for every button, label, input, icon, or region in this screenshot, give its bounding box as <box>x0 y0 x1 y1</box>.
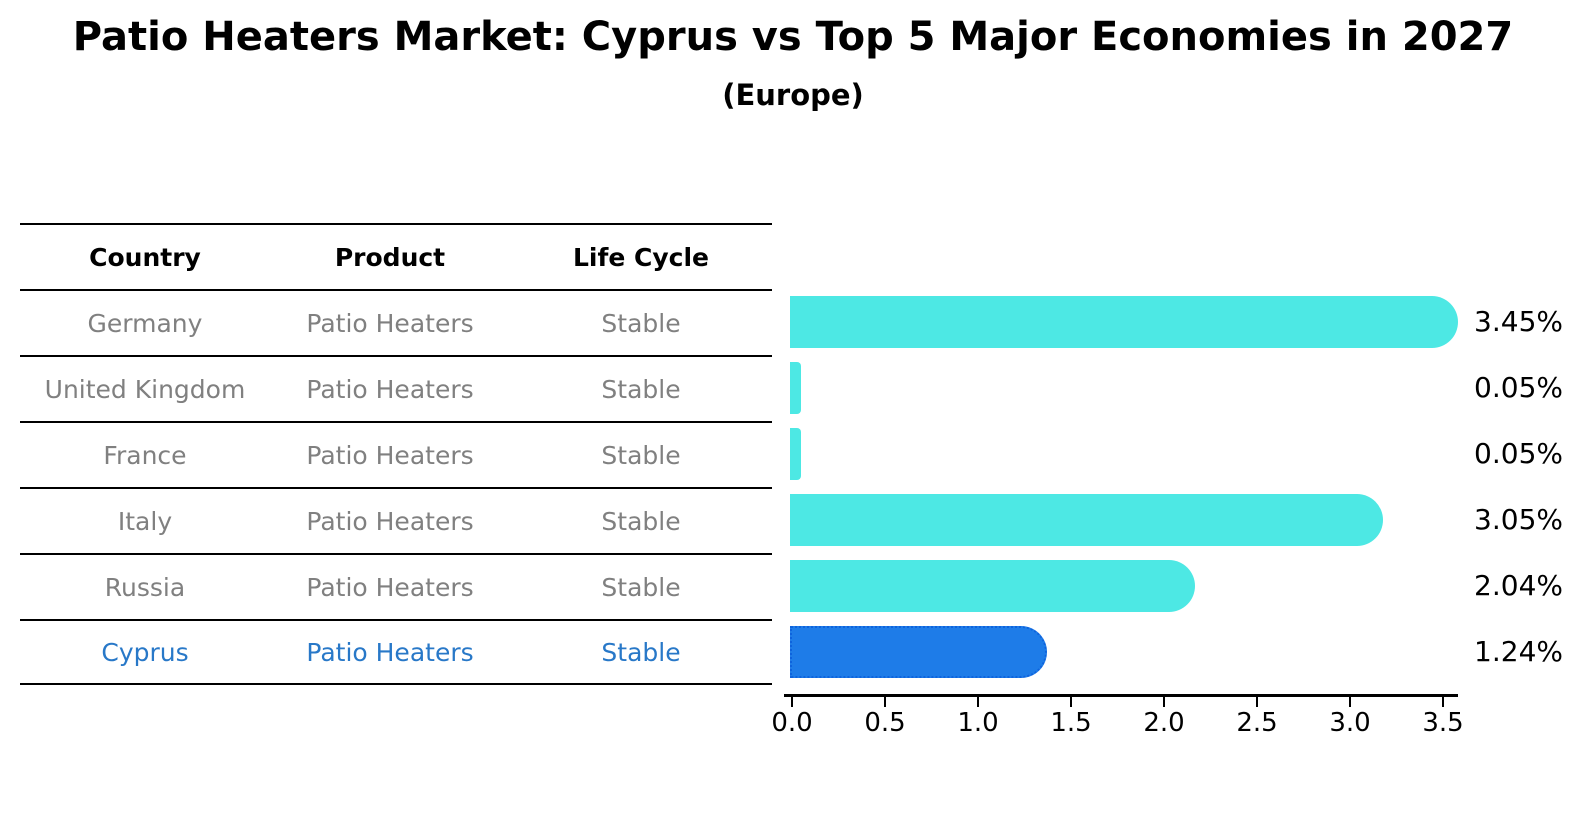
x-tick-label: 0.5 <box>864 708 906 738</box>
table-row-france: France Patio Heaters Stable <box>20 421 772 487</box>
x-tick-label: 2.5 <box>1236 708 1278 738</box>
chart-subtitle: (Europe) <box>722 78 864 112</box>
x-tick <box>1070 697 1072 707</box>
table-row-cyprus: Cyprus Patio Heaters Stable <box>20 619 772 685</box>
table-cell: Patio Heaters <box>306 440 474 470</box>
table-cell: Stable <box>601 440 681 470</box>
table-cell: Russia <box>104 572 186 602</box>
table-row-united-kingdom: United Kingdom Patio Heaters Stable <box>20 355 772 421</box>
table-row-italy: Italy Patio Heaters Stable <box>20 487 772 553</box>
x-axis-line <box>784 694 1458 697</box>
chart-title: Patio Heaters Market: Cyprus vs Top 5 Ma… <box>72 14 1514 60</box>
x-tick <box>1349 697 1351 707</box>
bar-united-kingdom <box>790 362 801 414</box>
table-cell: Patio Heaters <box>306 308 474 338</box>
x-tick-label: 1.5 <box>1050 708 1092 738</box>
table-cell: Stable <box>601 637 681 667</box>
value-label-russia: 2.04% <box>1474 569 1563 602</box>
x-tick <box>884 697 886 707</box>
x-tick-label: 3.0 <box>1329 708 1371 738</box>
value-label-france: 0.05% <box>1474 437 1563 470</box>
table-cell: Cyprus <box>101 637 189 667</box>
column-header-life-cycle: Life Cycle <box>572 242 710 272</box>
table-cell: Stable <box>601 374 681 404</box>
table-cell: Stable <box>601 572 681 602</box>
x-tick <box>791 697 793 707</box>
table-row-russia: Russia Patio Heaters Stable <box>20 553 772 619</box>
table-cell: Stable <box>601 308 681 338</box>
bar-italy <box>790 494 1383 546</box>
value-label-italy: 3.05% <box>1474 503 1563 536</box>
column-header-country: Country <box>89 242 201 272</box>
table-cell: Germany <box>87 308 203 338</box>
column-header-product: Product <box>334 242 446 272</box>
x-tick-label: 2.0 <box>1143 708 1185 738</box>
table-row-germany: Germany Patio Heaters Stable <box>20 289 772 355</box>
table-cell: Patio Heaters <box>306 506 474 536</box>
table-cell: Italy <box>117 506 173 536</box>
x-tick <box>1442 697 1444 707</box>
bar-germany <box>790 296 1458 348</box>
bar-france <box>790 428 801 480</box>
x-tick <box>1256 697 1258 707</box>
table-header-row: Country Product Life Cycle <box>20 223 772 289</box>
value-label-germany: 3.45% <box>1474 305 1563 338</box>
table-cell: Patio Heaters <box>306 374 474 404</box>
bar-russia <box>790 560 1195 612</box>
x-tick-label: 0.0 <box>771 708 813 738</box>
value-label-united-kingdom: 0.05% <box>1474 371 1563 404</box>
country-table: Country Product Life Cycle Germany Patio … <box>20 223 772 685</box>
table-body: Germany Patio Heaters Stable United Kingdom… <box>20 289 772 685</box>
table-cell: Patio Heaters <box>306 572 474 602</box>
x-tick <box>1163 697 1165 707</box>
table-cell: France <box>103 440 187 470</box>
x-tick <box>977 697 979 707</box>
table-cell: United Kingdom <box>44 374 246 404</box>
value-label-cyprus: 1.24% <box>1474 635 1563 668</box>
x-tick-label: 3.5 <box>1422 708 1464 738</box>
table-cell: Patio Heaters <box>306 637 474 667</box>
x-tick-label: 1.0 <box>957 708 999 738</box>
table-cell: Stable <box>601 506 681 536</box>
bar-cyprus <box>790 626 1047 678</box>
